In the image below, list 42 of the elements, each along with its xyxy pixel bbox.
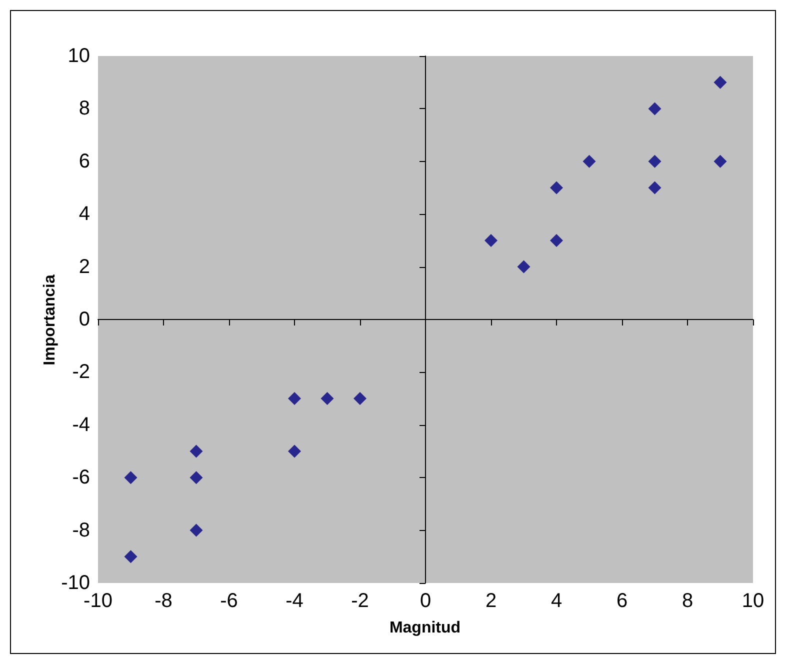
- point: [648, 102, 662, 116]
- point: [714, 154, 727, 168]
- y-axis-title: Importancia: [42, 274, 58, 366]
- x-tick-label: -6: [220, 590, 238, 612]
- point: [124, 550, 138, 564]
- x-tick-label: 10: [742, 590, 764, 612]
- point: [190, 471, 203, 484]
- point: [550, 181, 563, 194]
- x-tick-label: 2: [485, 590, 497, 612]
- x-tick-label: -2: [351, 590, 369, 612]
- y-tick-label: 6: [78, 150, 90, 172]
- point: [320, 392, 334, 406]
- y-tick-label: 0: [78, 308, 90, 330]
- point: [354, 392, 366, 406]
- y-tick-label: 10: [68, 45, 90, 67]
- x-tick-label: 4: [550, 590, 562, 612]
- y-tick-label: -6: [72, 466, 90, 489]
- point: [190, 524, 203, 537]
- y-tick-label: -10: [61, 572, 90, 594]
- x-axis-title: Magnitud: [389, 620, 461, 636]
- point: [648, 154, 662, 168]
- point: [648, 181, 662, 194]
- y-tick-label: 4: [78, 203, 90, 226]
- point: [124, 471, 138, 484]
- y-tick-label: -2: [72, 361, 90, 384]
- x-tick-label: -4: [286, 590, 304, 612]
- point: [714, 76, 727, 89]
- y-tick-label: -8: [72, 519, 90, 542]
- x-tick-label: 8: [682, 590, 694, 612]
- point: [582, 154, 596, 168]
- x-tick-label: 0: [420, 590, 432, 612]
- point: [517, 260, 530, 274]
- y-tick-label: -4: [72, 414, 90, 436]
- y-tick-label: 2: [78, 256, 90, 278]
- x-tick-label: 6: [616, 590, 628, 612]
- point: [190, 444, 203, 458]
- x-tick-label: -8: [154, 590, 172, 612]
- point: [288, 392, 301, 406]
- point: [484, 234, 498, 247]
- y-tick-label: 8: [78, 98, 90, 120]
- point: [288, 444, 301, 458]
- point: [550, 234, 563, 247]
